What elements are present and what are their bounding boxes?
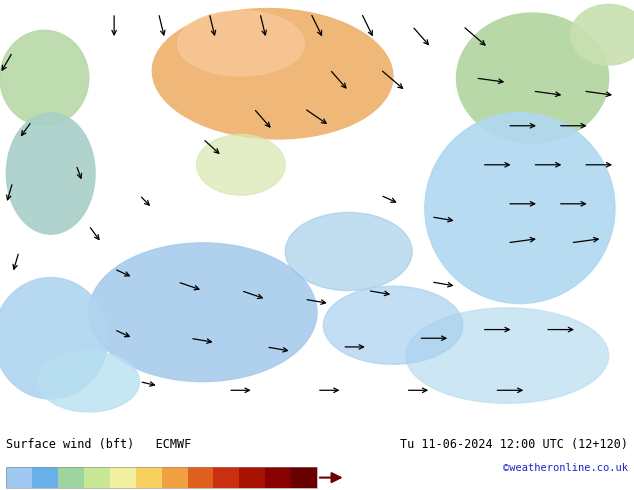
Ellipse shape — [197, 134, 285, 195]
Ellipse shape — [178, 11, 304, 76]
Text: Tu 11-06-2024 12:00 UTC (12+120): Tu 11-06-2024 12:00 UTC (12+120) — [399, 438, 628, 451]
Bar — [291, 467, 317, 488]
Ellipse shape — [89, 243, 317, 382]
Bar — [240, 467, 265, 488]
Ellipse shape — [0, 30, 89, 126]
Ellipse shape — [323, 286, 463, 364]
Bar — [162, 467, 188, 488]
Bar — [58, 467, 84, 488]
Ellipse shape — [456, 13, 609, 143]
Bar — [265, 467, 291, 488]
Bar — [84, 467, 110, 488]
Ellipse shape — [152, 8, 393, 139]
Ellipse shape — [571, 4, 634, 65]
Bar — [136, 467, 162, 488]
Bar — [6, 467, 317, 488]
Bar — [214, 467, 239, 488]
Bar — [188, 467, 214, 488]
Bar — [110, 467, 136, 488]
Ellipse shape — [406, 308, 609, 403]
Text: Surface wind (bft)   ECMWF: Surface wind (bft) ECMWF — [6, 438, 191, 451]
Ellipse shape — [0, 277, 108, 399]
Ellipse shape — [425, 113, 615, 304]
Text: ©weatheronline.co.uk: ©weatheronline.co.uk — [503, 463, 628, 473]
Ellipse shape — [285, 213, 412, 291]
Bar — [32, 467, 58, 488]
Ellipse shape — [38, 351, 139, 412]
Ellipse shape — [6, 113, 95, 234]
Bar — [6, 467, 32, 488]
